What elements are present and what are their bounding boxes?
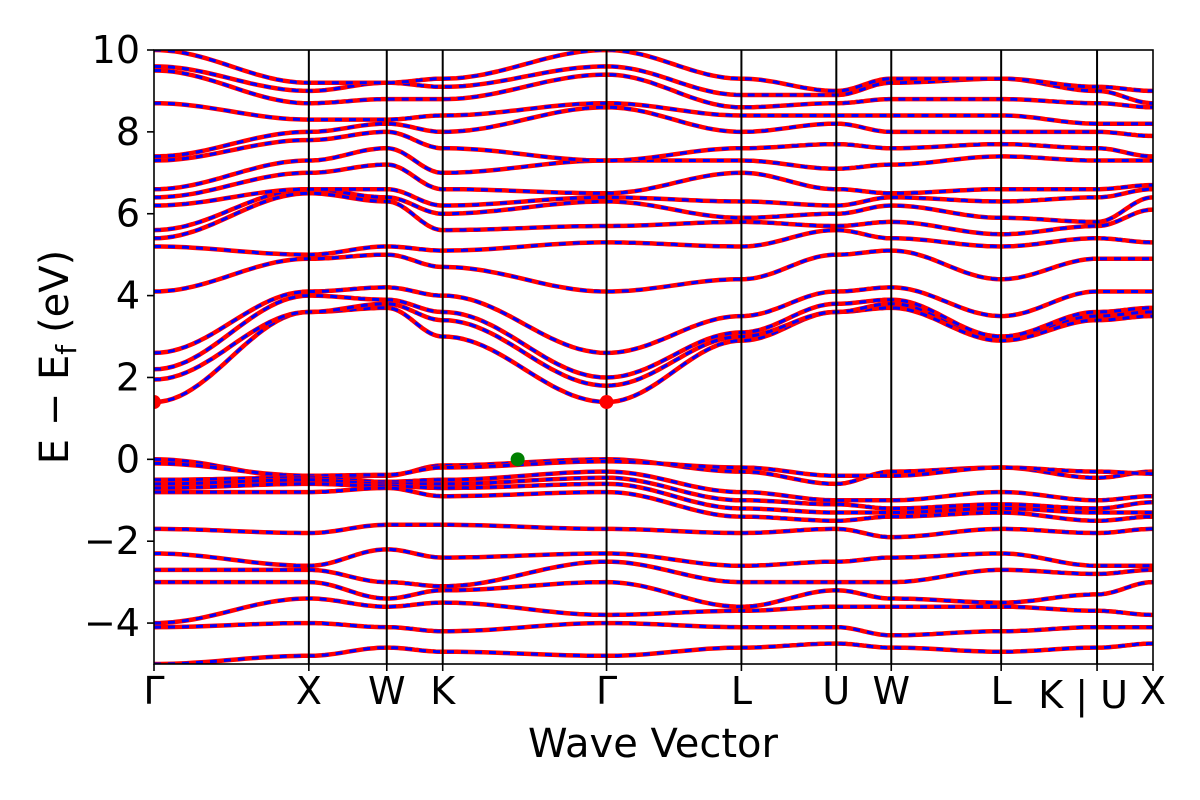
band-edge-markers (154, 395, 614, 467)
y-axis-title: E − Ef (eV) (32, 250, 83, 465)
y-tick-label: 2 (116, 355, 140, 399)
y-tick-label: −2 (84, 519, 140, 563)
plot-area (154, 50, 1153, 664)
band-line-dashed (154, 249, 1153, 293)
x-tick-label: X (296, 669, 322, 713)
x-tick-label: Γ (143, 669, 164, 713)
y-tick-label: 0 (116, 437, 140, 481)
y-axis-ticks: −4 −2 0 2 4 6 8 10 (84, 28, 154, 645)
band-line-dashed (154, 146, 1153, 191)
y-tick-label: 10 (92, 28, 140, 72)
y-tick-label: 4 (116, 274, 140, 318)
band-edge-marker (510, 452, 525, 467)
band-line-dashed (154, 50, 1153, 93)
band-edge-marker (154, 395, 161, 410)
y-tick-label: 6 (116, 192, 140, 236)
x-tick-label: K | U (1038, 673, 1128, 718)
x-tick-label: W (872, 669, 910, 713)
band-line-dashed (154, 187, 1153, 232)
plot-frame (153, 49, 1154, 665)
x-tick-label: W (368, 669, 406, 713)
x-tick-label: X (1140, 669, 1166, 713)
x-tick-label: Γ (596, 669, 617, 713)
x-tick-label: L (991, 669, 1012, 713)
kpoint-lines (307, 50, 1099, 664)
y-axis-title-units: (eV) (32, 250, 78, 333)
y-tick-label: −4 (84, 601, 140, 645)
band-line-dashed (154, 105, 1153, 158)
y-axis-title-main: E − E (32, 355, 78, 465)
y-tick-label: 8 (116, 110, 140, 154)
band-line-dashed (154, 69, 1153, 109)
x-tick-label: K (430, 669, 456, 713)
band-line-dashed (154, 306, 1153, 404)
band-edge-marker (599, 395, 614, 410)
y-axis-title-subscript: f (50, 344, 83, 355)
x-tick-label: U (822, 669, 850, 713)
x-axis-title: Wave Vector (528, 721, 779, 767)
x-tick-label: L (731, 669, 752, 713)
